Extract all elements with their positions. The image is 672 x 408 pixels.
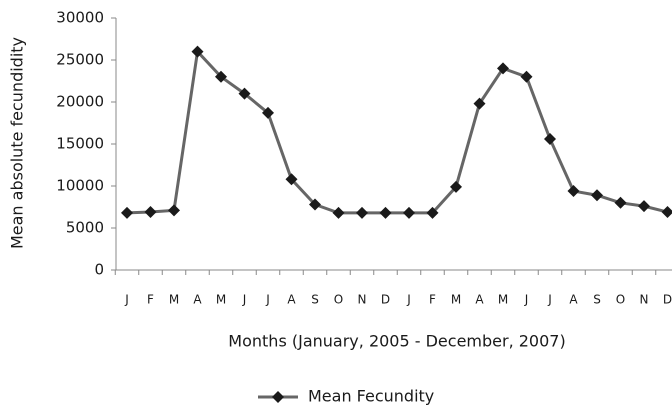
data-point [403,206,415,219]
x-tick-label: O [616,293,625,307]
y-axis-title: Mean absolute fecundidity [8,37,27,249]
data-point [191,45,204,58]
x-tick-label: A [569,293,578,307]
y-tick-label: 20000 [56,93,104,111]
data-point [238,87,251,100]
x-tick-label: J [547,293,552,307]
series-line [126,48,668,215]
y-tick-label: 10000 [56,177,104,195]
data-point [591,189,603,202]
data-point [661,206,672,219]
data-point [144,206,157,219]
x-tick-label: A [475,293,484,307]
data-point [168,204,180,217]
y-tick-label: 15000 [56,135,104,153]
x-tick-label: N [640,293,649,307]
x-tick-label: N [358,293,367,307]
x-tick-label: M [216,293,226,307]
x-tick-label: F [429,293,436,307]
y-tick-label: 5000 [66,219,104,237]
data-point [544,132,556,145]
data-point [379,206,392,219]
data-point [332,206,345,219]
x-axis-title: Months (January, 2005 - December, 2007) [228,332,565,351]
data-point [309,198,321,211]
data-point [262,106,274,119]
y-tick-label: 25000 [56,51,104,69]
x-tick-label: J [265,293,270,307]
data-point [215,70,227,83]
x-tick-label: M [451,293,461,307]
x-tick-label: O [334,293,343,307]
x-tick-label: J [406,293,411,307]
data-point [356,206,368,219]
data-point [497,62,509,75]
data-point [121,206,133,219]
x-tick-label: F [147,293,154,307]
x-tick-label: M [169,293,179,307]
data-point [473,97,486,110]
data-point [426,206,439,219]
data-point [450,180,462,193]
data-point [614,196,627,209]
x-tick-label: A [193,293,202,307]
data-point [638,200,650,213]
x-tick-label: D [381,293,390,307]
data-point [520,70,533,83]
legend-label: Mean Fecundity [308,387,434,406]
x-tick-label: S [311,293,319,307]
x-tick-label: J [524,293,529,307]
x-tick-label: A [287,293,296,307]
legend-marker [272,391,284,403]
y-tick-label: 0 [94,261,104,279]
x-tick-label: J [242,293,247,307]
data-point [567,185,580,198]
y-tick-label: 30000 [56,9,104,27]
x-tick-label: J [124,293,129,307]
x-tick-label: D [663,293,672,307]
x-tick-label: M [498,293,508,307]
x-tick-label: S [593,293,601,307]
data-point [285,173,298,186]
